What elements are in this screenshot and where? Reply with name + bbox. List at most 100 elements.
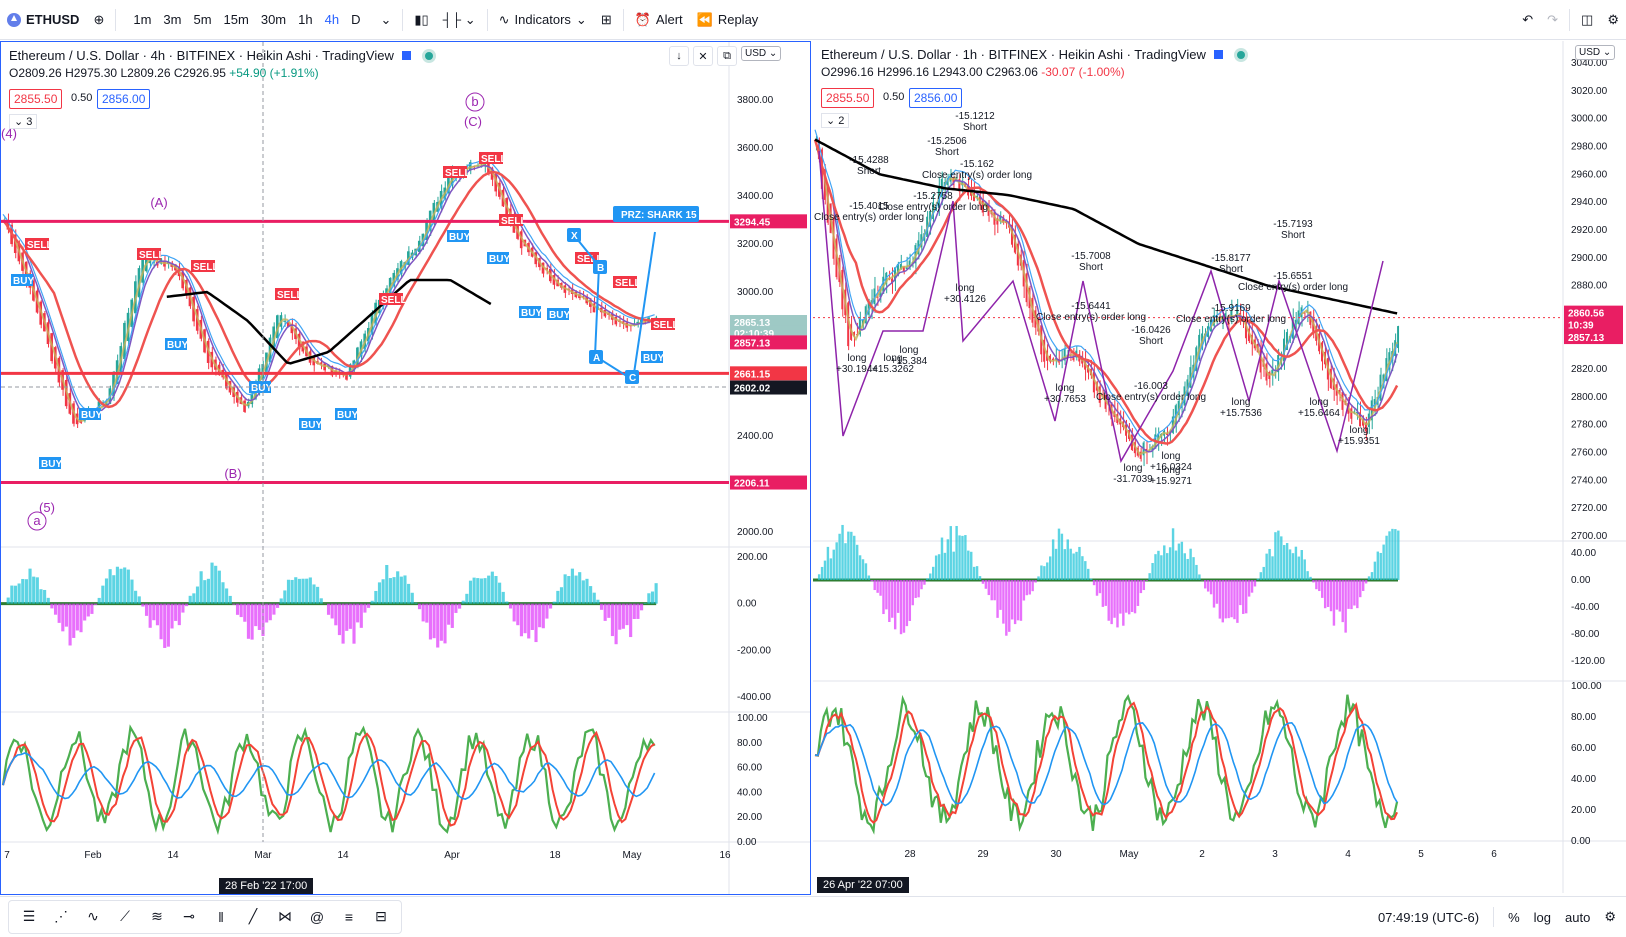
xabcd-pattern-icon[interactable]: ⋈ (269, 903, 301, 931)
osc1-histogram-bar (1303, 559, 1305, 580)
osc1-histogram-bar (879, 580, 881, 596)
indicator-collapse-button[interactable]: ⌄ 2 (821, 113, 849, 128)
osc1-histogram-bar (938, 554, 940, 580)
osc1-histogram-bar (451, 604, 454, 628)
replay-button[interactable]: ⏪ Replay (690, 0, 766, 40)
osc1-histogram-bar (1245, 580, 1247, 613)
currency-selector[interactable]: USD ⌄ (1575, 45, 1615, 60)
horizontal-lines-icon[interactable]: ☰ (13, 903, 45, 931)
horizontal-ray-icon[interactable]: ⊸ (173, 903, 205, 931)
alert-button[interactable]: ⏰ Alert (628, 0, 690, 40)
osc1-histogram-bar (1356, 580, 1358, 608)
candles-icon: ▮▯ (414, 12, 428, 28)
osc1-histogram-bar (973, 567, 975, 580)
osc1-histogram-bar (932, 567, 934, 580)
settings-icon[interactable]: ⚙ (1604, 909, 1616, 925)
indicators-button[interactable]: ∿ Indicators ⌄ (492, 0, 594, 40)
currency-selector[interactable]: USD ⌄ (741, 46, 781, 61)
indicator-collapse-button[interactable]: ⌄ 3 (9, 114, 37, 129)
osc1-histogram-bar (243, 604, 246, 622)
sell-price-button[interactable]: 2855.50 (821, 88, 874, 108)
osc1-histogram-bar (505, 601, 508, 603)
osc1-histogram-bar (542, 604, 545, 629)
layout-button[interactable]: ◫ (1574, 0, 1600, 40)
settings-button[interactable]: ⚙ (1600, 0, 1626, 40)
buy-price-button[interactable]: 2856.00 (97, 89, 150, 109)
flag-icon[interactable] (402, 51, 411, 60)
fib-channel-icon[interactable]: ⊟ (365, 903, 397, 931)
arrow-down-icon[interactable]: ↓ (669, 46, 689, 66)
osc1-histogram-bar (882, 580, 884, 614)
osc1-histogram-bar (513, 604, 516, 622)
timeframe-30m[interactable]: 30m (255, 12, 292, 27)
osc1-histogram-bar (400, 577, 403, 604)
osc1-histogram-bar (1157, 551, 1159, 580)
timeframe-3m[interactable]: 3m (157, 12, 187, 27)
flag-icon[interactable] (1214, 50, 1223, 59)
trend-line-icon[interactable]: ⟋ (109, 903, 141, 931)
osc1-histogram-bar (618, 604, 621, 630)
candle-style-button[interactable]: ▮▯ (407, 0, 435, 40)
trade-annotation-note: +15.7536 (1220, 408, 1262, 419)
templates-button[interactable]: ⊞ (594, 0, 619, 40)
candle-body (1350, 408, 1352, 418)
log-scale-button[interactable]: log (1534, 910, 1551, 925)
osc1-histogram-bar (447, 604, 450, 625)
spiral-icon[interactable]: @ (301, 903, 333, 931)
osc1-histogram-bar (549, 604, 552, 609)
redo-button[interactable]: ↷ (1540, 0, 1565, 40)
osc1-histogram-bar (553, 602, 556, 604)
osc1-histogram-bar (1315, 580, 1317, 589)
auto-scale-button[interactable]: auto (1565, 910, 1590, 925)
timeframe-dropdown-button[interactable]: ⌄ (373, 0, 398, 40)
clock-label[interactable]: 07:49:19 (UTC-6) (1378, 910, 1479, 925)
osc1-histogram-bar (838, 534, 840, 580)
timeframe-1m[interactable]: 1m (127, 12, 157, 27)
osc1-histogram-bar (156, 604, 159, 626)
osc1-histogram-bar (1265, 554, 1267, 580)
osc2-tick-label: 100.00 (1571, 681, 1602, 692)
osc1-histogram-bar (320, 598, 323, 603)
close-icon[interactable]: ✕ (693, 46, 713, 66)
osc1-histogram-bar (1239, 580, 1241, 605)
timeframe-5m[interactable]: 5m (187, 12, 217, 27)
timeframe-4h[interactable]: 4h (319, 12, 345, 27)
maximize-icon[interactable]: ⧉ (717, 46, 737, 66)
trade-annotation-value: -15.9169 (1211, 303, 1251, 314)
osc1-histogram-bar (1222, 580, 1224, 622)
price-tick-label: 3020.00 (1571, 86, 1608, 97)
osc1-histogram-bar (574, 576, 577, 604)
osc1-histogram-bar (1122, 580, 1124, 626)
osc1-histogram-bar (600, 604, 603, 610)
sell-price-button[interactable]: 2855.50 (9, 89, 62, 109)
undo-button[interactable]: ↶ (1515, 0, 1540, 40)
fib-retracement-icon[interactable]: ≡ (333, 903, 365, 931)
timeframe-D[interactable]: D (345, 12, 366, 27)
osc1-histogram-bar (309, 577, 312, 603)
symbol-search-button[interactable]: ETHUSD (0, 0, 86, 40)
bars-pattern-icon[interactable]: ‖ (205, 903, 237, 931)
chart-canvas-left[interactable]: 3800.003600.003400.003200.003000.002800.… (1, 42, 810, 894)
timeframe-1h[interactable]: 1h (292, 12, 318, 27)
osc1-histogram-bar (1292, 553, 1294, 580)
elliott-wave-icon[interactable]: ∿ (77, 903, 109, 931)
osc1-histogram-bar (1008, 580, 1010, 632)
chart-pane-left[interactable]: 3800.003600.003400.003200.003000.002800.… (0, 41, 811, 895)
time-tick-label: 14 (337, 850, 349, 861)
compare-add-button[interactable]: ⊕ (86, 0, 111, 40)
timeframe-15m[interactable]: 15m (218, 12, 255, 27)
abc-pattern-icon[interactable]: ⋰ (45, 903, 77, 931)
ray-icon[interactable]: ╱ (237, 903, 269, 931)
trade-annotation-note: Close entry(s) order long (878, 202, 988, 213)
wave-label: (A) (150, 195, 167, 210)
divider (1569, 9, 1570, 31)
price-tick-label: 2000.00 (737, 527, 774, 538)
buy-price-button[interactable]: 2856.00 (909, 88, 962, 108)
parallel-channel-icon[interactable]: ≋ (141, 903, 173, 931)
trade-annotation-note: Short (1281, 230, 1305, 241)
bars-style-button[interactable]: ┤├ ⌄ (436, 0, 483, 40)
chart-canvas-right[interactable]: 3040.003020.003000.002980.002960.002940.… (813, 41, 1626, 893)
trade-annotation-note: Close entry(s) order long (1096, 392, 1206, 403)
percent-scale-button[interactable]: % (1508, 910, 1520, 925)
